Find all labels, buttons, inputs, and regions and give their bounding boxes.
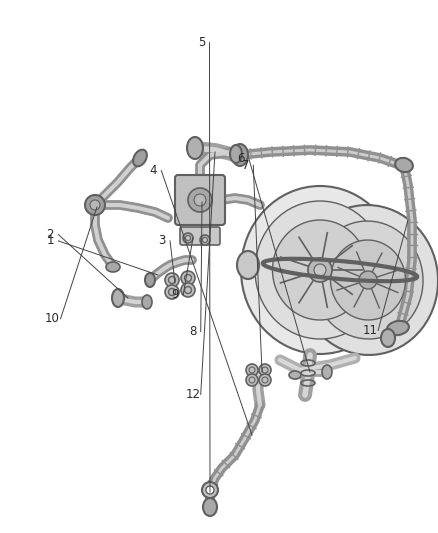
Circle shape [200, 235, 210, 245]
Circle shape [259, 374, 271, 386]
Circle shape [188, 188, 212, 212]
Text: 9: 9 [171, 288, 179, 301]
Text: 1: 1 [46, 235, 54, 247]
Ellipse shape [322, 365, 332, 379]
Circle shape [246, 374, 258, 386]
Text: 4: 4 [149, 164, 157, 177]
Ellipse shape [313, 221, 423, 339]
Ellipse shape [241, 186, 399, 354]
Circle shape [186, 236, 191, 240]
Ellipse shape [381, 329, 395, 347]
Text: 12: 12 [185, 388, 200, 401]
Circle shape [181, 271, 195, 285]
Ellipse shape [289, 371, 301, 379]
Text: 2: 2 [46, 228, 54, 241]
Ellipse shape [230, 145, 242, 163]
Ellipse shape [298, 205, 438, 355]
Ellipse shape [272, 220, 367, 320]
Circle shape [165, 273, 179, 287]
Ellipse shape [387, 321, 409, 335]
Text: 6: 6 [237, 152, 245, 165]
Ellipse shape [203, 498, 217, 516]
Ellipse shape [133, 150, 147, 166]
Circle shape [90, 200, 100, 210]
Ellipse shape [395, 158, 413, 172]
Ellipse shape [112, 289, 124, 307]
Circle shape [85, 195, 105, 215]
Circle shape [181, 283, 195, 297]
Circle shape [194, 194, 206, 206]
FancyBboxPatch shape [180, 227, 220, 245]
Text: 10: 10 [45, 312, 60, 325]
Ellipse shape [145, 273, 155, 287]
Text: 5: 5 [198, 36, 205, 49]
Ellipse shape [187, 137, 203, 159]
Ellipse shape [255, 201, 385, 339]
Circle shape [246, 364, 258, 376]
Circle shape [308, 258, 332, 282]
Text: 7: 7 [241, 159, 249, 172]
Circle shape [202, 482, 218, 498]
Circle shape [314, 264, 326, 276]
Circle shape [259, 364, 271, 376]
Circle shape [359, 271, 377, 289]
Ellipse shape [232, 144, 248, 166]
Ellipse shape [106, 262, 120, 272]
Ellipse shape [237, 251, 259, 279]
Text: 3: 3 [159, 235, 166, 247]
Text: 8: 8 [189, 325, 196, 338]
Circle shape [202, 238, 208, 243]
Text: 11: 11 [363, 324, 378, 337]
Circle shape [183, 233, 193, 243]
Ellipse shape [331, 240, 406, 320]
Circle shape [165, 285, 179, 299]
Ellipse shape [142, 295, 152, 309]
Circle shape [206, 486, 214, 494]
FancyBboxPatch shape [175, 175, 225, 225]
